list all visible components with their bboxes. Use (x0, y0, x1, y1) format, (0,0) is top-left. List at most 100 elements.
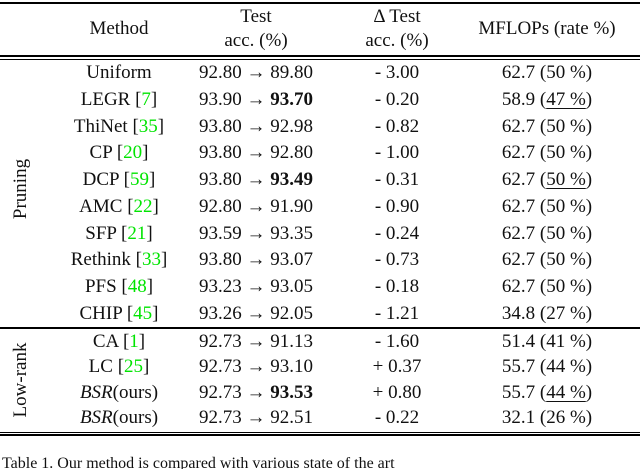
table-row: PFS [48] 93.23 → 93.05 - 0.18 62.7 (50 %) (0, 274, 640, 301)
table-row: BSR(ours) 92.73 → 93.53 + 0.80 55.7 (44 %) (0, 380, 640, 406)
mflops-rate-value: 50 % (546, 142, 586, 164)
test-acc-cell: 92.80 → 91.90 (199, 195, 313, 217)
mflops-rate-value: 50 % (546, 222, 586, 244)
acc-after-value: 93.05 (270, 275, 313, 297)
mflops-rate-value: 50 % (546, 249, 586, 271)
method-cell: ThiNet [35] (73, 115, 165, 137)
method-cell: CHIP [45] (79, 302, 159, 324)
header-double-rule-1 (0, 55, 640, 57)
method-cell: LEGR [7] (80, 89, 158, 111)
mflops-rate-value: 50 % (546, 195, 586, 217)
method-cell: DCP [59] (82, 169, 156, 191)
acc-after-value: 92.51 (270, 407, 313, 429)
acc-after-value: 93.49 (270, 169, 313, 191)
mflops-cell: 62.7 (50 %) (501, 249, 593, 271)
test-acc-cell: 93.80 → 93.07 (199, 249, 313, 271)
method-cell: PFS [48] (84, 275, 154, 297)
test-acc-cell: 92.73 → 92.51 (199, 407, 313, 429)
delta-acc-cell: - 3.00 (374, 62, 420, 84)
test-acc-cell: 93.26 → 92.05 (199, 302, 313, 324)
delta-acc-cell: - 0.20 (374, 89, 420, 111)
acc-after-value: 92.80 (270, 142, 313, 164)
citation-ref: 25 (124, 356, 144, 378)
table-row: CHIP [45] 93.26 → 92.05 - 1.21 34.8 (27 %) (0, 300, 640, 327)
mflops-cell: 62.7 (50 %) (501, 142, 593, 164)
table-row: SFP [21] 93.59 → 93.35 - 0.24 62.7 (50 %) (0, 220, 640, 247)
citation-ref: 59 (130, 169, 150, 191)
table-row: CA [1] 92.73 → 91.13 - 1.60 51.4 (41 %) (0, 329, 640, 355)
citation-ref: 1 (129, 330, 139, 352)
col-header-delta-acc-line1: Δ Test (373, 6, 421, 27)
delta-acc-cell: - 0.90 (374, 195, 420, 217)
method-cell: AMC [22] (79, 195, 159, 217)
citation-ref: 33 (141, 249, 161, 271)
col-header-test-acc-line2: acc. (%) (224, 30, 288, 51)
table-bottom-rule-1 (0, 431, 640, 433)
acc-after-value: 92.05 (270, 302, 313, 324)
acc-after-value: 93.10 (270, 356, 313, 378)
mflops-cell: 55.7 (44 %) (501, 356, 593, 378)
table-row: CP [20] 93.80 → 92.80 - 1.00 62.7 (50 %) (0, 140, 640, 167)
col-header-delta-acc-line2: acc. (%) (365, 30, 429, 51)
mflops-rate-value: 26 % (546, 407, 586, 429)
method-name: BSR (79, 381, 113, 403)
citation-ref: 20 (123, 142, 143, 164)
acc-after-value: 91.90 (270, 195, 313, 217)
mflops-rate-value: 50 % (546, 115, 586, 137)
method-cell: SFP [21] (85, 222, 153, 244)
table-row: ThiNet [35] 93.80 → 92.98 - 0.82 62.7 (50 %… (0, 113, 640, 140)
mflops-cell: 58.9 (47 %) (501, 89, 593, 111)
table-row: BSR(ours) 92.73 → 92.51 - 0.22 32.1 (26 %) (0, 406, 640, 432)
table-caption: Table 1. Our method is compared with var… (2, 455, 395, 469)
delta-acc-cell: - 0.73 (374, 249, 420, 271)
header-double-rule-2 (0, 58, 640, 61)
table-bottom-rule-2 (0, 434, 640, 437)
method-cell: LC [25] (88, 356, 150, 378)
acc-after-value: 93.35 (270, 222, 313, 244)
delta-acc-cell: - 0.24 (374, 222, 420, 244)
method-cell: Rethink [33] (70, 249, 168, 271)
method-cell: CP [20] (89, 142, 149, 164)
test-acc-cell: 92.73 → 93.53 (199, 381, 313, 403)
mflops-cell: 62.7 (50 %) (501, 115, 593, 137)
delta-acc-cell: + 0.37 (372, 356, 422, 378)
table-row: LEGR [7] 93.90 → 93.70 - 0.20 58.9 (47 %) (0, 87, 640, 114)
mflops-rate-value: 47 % (546, 89, 586, 111)
test-acc-cell: 92.73 → 91.13 (199, 330, 313, 352)
test-acc-cell: 93.80 → 92.80 (199, 142, 313, 164)
mflops-cell: 32.1 (26 %) (501, 407, 593, 429)
method-cell: BSR(ours) (79, 407, 159, 429)
acc-after-value: 91.13 (270, 330, 313, 352)
delta-acc-cell: - 0.22 (374, 407, 420, 429)
mflops-cell: 55.7 (44 %) (501, 381, 593, 403)
test-acc-cell: 93.80 → 92.98 (199, 115, 313, 137)
table-row: Uniform 92.80 → 89.80 - 3.00 62.7 (50 %) (0, 60, 640, 87)
delta-acc-cell: + 0.80 (372, 381, 422, 403)
test-acc-cell: 93.80 → 93.49 (199, 169, 313, 191)
citation-ref: 7 (141, 89, 151, 111)
table-row: AMC [22] 92.80 → 91.90 - 0.90 62.7 (50 %) (0, 194, 640, 221)
col-header-method: Method (89, 18, 149, 39)
delta-acc-cell: - 0.18 (374, 275, 420, 297)
mflops-cell: 34.8 (27 %) (501, 302, 593, 324)
col-header-test-acc-line1: Test (240, 6, 272, 27)
col-header-mflops: MFLOPs (rate %) (478, 18, 616, 39)
acc-after-value: 89.80 (270, 62, 313, 84)
mflops-rate-value: 44 % (546, 381, 586, 403)
acc-after-value: 93.53 (270, 381, 313, 403)
delta-acc-cell: - 0.82 (374, 115, 420, 137)
test-acc-cell: 93.59 → 93.35 (199, 222, 313, 244)
method-cell: CA [1] (92, 330, 146, 352)
test-acc-cell: 93.90 → 93.70 (199, 89, 313, 111)
mflops-cell: 62.7 (50 %) (501, 195, 593, 217)
mflops-rate-value: 41 % (546, 330, 586, 352)
delta-acc-cell: - 1.60 (374, 330, 420, 352)
citation-ref: 48 (127, 275, 147, 297)
mflops-rate-value: 44 % (546, 356, 586, 378)
group-separator-rule (0, 327, 640, 329)
mflops-cell: 51.4 (41 %) (501, 330, 593, 352)
test-acc-cell: 92.73 → 93.10 (199, 356, 313, 378)
acc-after-value: 92.98 (270, 115, 313, 137)
